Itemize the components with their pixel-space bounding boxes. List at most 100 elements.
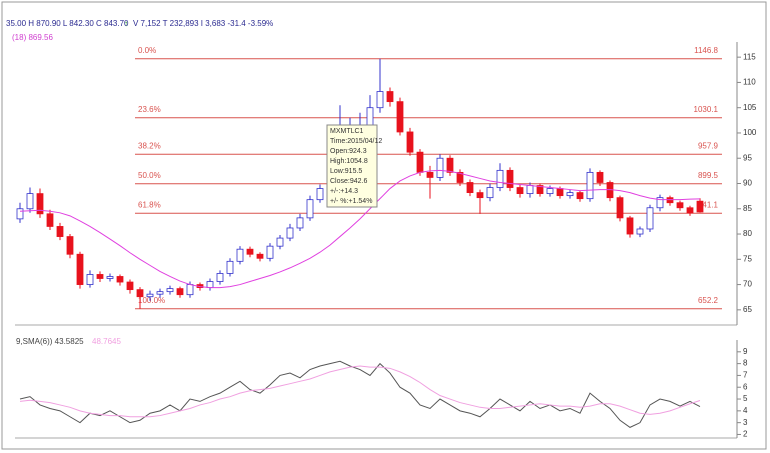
candle-body [416, 151, 424, 173]
candle-body [436, 157, 444, 178]
fib-label: 61.8% [138, 200, 161, 209]
fib-label: 100.0% [138, 296, 165, 305]
candle-body [636, 228, 644, 235]
y-tick-label: 70 [743, 280, 752, 289]
candle-body [296, 217, 304, 229]
y-tick-label: 75 [743, 254, 752, 263]
candle-body [216, 273, 224, 282]
fib-value: 1030.1 [694, 105, 719, 114]
candle-body [656, 197, 664, 209]
tooltip-box [326, 124, 378, 208]
candle-body [676, 202, 684, 209]
y-tick-label: 105 [743, 103, 757, 112]
y-tick-label: 110 [743, 78, 756, 87]
tooltip-line: Time:2015/04/12 [330, 138, 382, 145]
candle-body [506, 169, 514, 188]
candle-body [266, 245, 274, 259]
candle-body [486, 187, 494, 199]
candle-body [586, 171, 594, 200]
fib-value: 1146.8 [694, 46, 718, 55]
candle-body [186, 284, 194, 296]
y-tick-label: 2 [743, 430, 748, 439]
candle-body [666, 197, 674, 204]
candle-body [66, 236, 74, 255]
candle-body [226, 260, 234, 274]
candle-body [36, 193, 44, 215]
y-tick-label: 80 [743, 229, 752, 238]
candle-body [206, 281, 214, 289]
candle-body [596, 171, 604, 183]
candle-body [16, 208, 24, 220]
sma-text: (18) 869.56 [12, 33, 53, 42]
candle-body [526, 185, 534, 195]
fib-value: 841.1 [698, 200, 719, 209]
y-tick-label: 85 [743, 204, 752, 213]
tooltip-line: Low:915.5 [330, 168, 362, 175]
y-tick-label: 7 [743, 371, 748, 380]
y-tick-label: 100 [743, 128, 757, 137]
candle-body [76, 253, 84, 285]
candle-body [536, 185, 544, 195]
candle-body [686, 207, 694, 214]
fib-label: 23.6% [138, 105, 161, 114]
y-tick-label: 6 [743, 382, 748, 391]
candle-body [386, 91, 394, 103]
y-tick-label: 115 [743, 52, 756, 61]
fib-label: 50.0% [138, 171, 161, 180]
candle-body [566, 192, 574, 197]
fib-value: 899.5 [698, 171, 719, 180]
candle-body [116, 276, 124, 283]
candle-body [86, 274, 94, 285]
y-tick-label: 4 [743, 406, 748, 415]
tooltip-line: +/-:+14.3 [330, 188, 358, 195]
candle-body [646, 207, 654, 230]
y-tick-label: 90 [743, 179, 752, 188]
candle-body [286, 227, 294, 239]
y-tick-label: 9 [743, 347, 748, 356]
candle-body [696, 200, 704, 213]
candle-body [316, 188, 324, 201]
indicator-line [19, 365, 701, 418]
candle-body [626, 217, 634, 235]
arrow: ↑ [124, 19, 128, 28]
candle-body [176, 288, 184, 296]
y-tick-label: 65 [743, 305, 752, 314]
y-tick-label: 3 [743, 418, 748, 427]
candle-body [106, 276, 114, 279]
candle-body [466, 182, 474, 193]
candle-body [456, 171, 464, 183]
candle-body [576, 192, 584, 200]
candle-body [256, 253, 264, 259]
candle-body [556, 188, 564, 197]
candle-body [396, 101, 404, 133]
candle-body [306, 199, 314, 219]
candle-body [246, 248, 254, 255]
candle-body [516, 187, 524, 195]
tooltip-line: Open:924.3 [330, 148, 367, 155]
y-tick-label: 8 [743, 359, 748, 368]
candle-body [166, 288, 174, 293]
fib-value: 652.2 [698, 296, 719, 305]
y-tick-label: 5 [743, 394, 748, 403]
candle-body [146, 293, 154, 298]
candle-body [546, 188, 554, 195]
candle-body [496, 169, 504, 188]
candle-body [126, 281, 134, 291]
candle-body [476, 192, 484, 199]
indicator-line [19, 360, 701, 428]
y-tick-label: 95 [743, 153, 752, 162]
candle-body [376, 91, 384, 109]
candle-body [56, 226, 64, 237]
candle-body [136, 289, 144, 298]
candle-body [96, 274, 104, 279]
candle-body [156, 291, 164, 295]
candle-body [406, 131, 414, 153]
fib-label: 38.2% [138, 141, 161, 150]
lower-legend-2: 48.7645 [92, 337, 121, 346]
candle-body [276, 237, 284, 247]
candle-body [446, 157, 454, 173]
tooltip-title: MXMTLC1 [330, 128, 364, 135]
tooltip-line: Close:942.6 [330, 178, 367, 185]
